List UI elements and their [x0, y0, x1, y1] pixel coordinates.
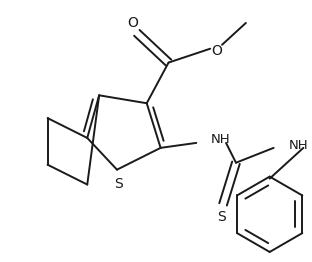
Text: S: S	[217, 210, 226, 224]
Text: NH: NH	[211, 133, 231, 146]
Text: O: O	[127, 16, 138, 30]
Text: NH: NH	[289, 139, 308, 152]
Text: O: O	[212, 44, 222, 58]
Text: S: S	[115, 177, 123, 190]
